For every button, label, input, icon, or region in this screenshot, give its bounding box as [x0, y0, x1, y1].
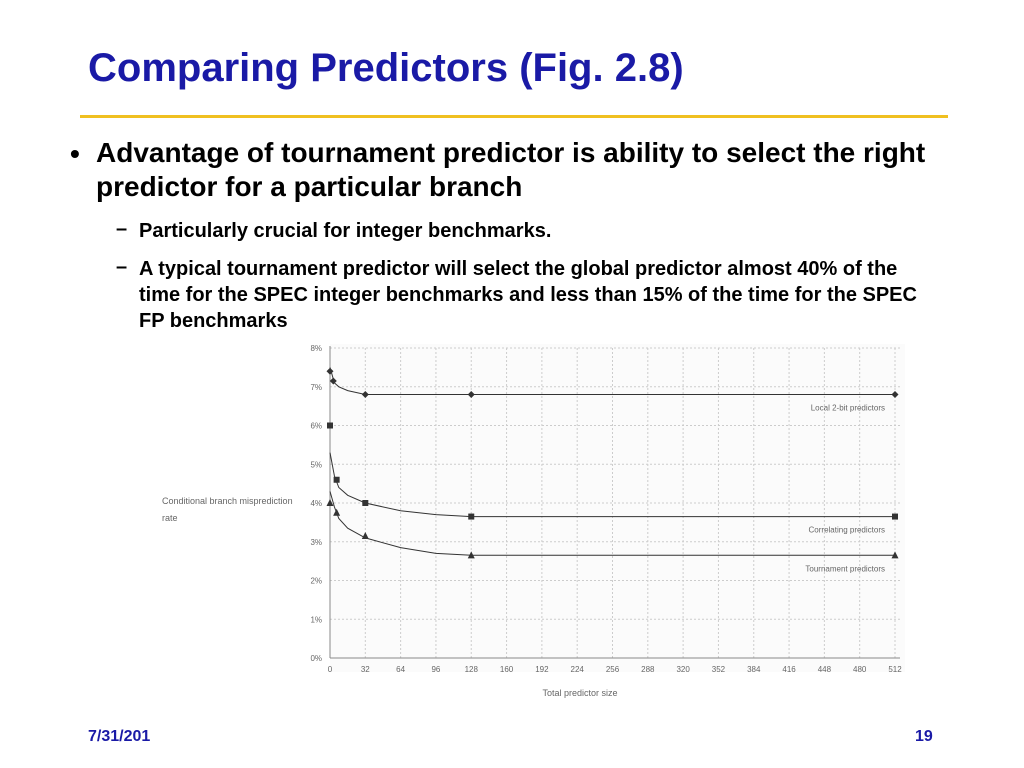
x-tick-label: 96: [431, 665, 440, 674]
y-tick-label: 0%: [310, 654, 322, 663]
series-markers: [326, 367, 899, 559]
triangle-marker: [891, 551, 899, 559]
x-tick-label: 32: [361, 665, 370, 674]
slide-title: Comparing Predictors (Fig. 2.8): [88, 46, 684, 90]
x-axis-label: Total predictor size: [542, 688, 617, 698]
series-labels: Local 2-bit predictors Correlating predic…: [805, 404, 885, 574]
x-tick-label: 512: [888, 665, 902, 674]
x-tick-label: 384: [747, 665, 761, 674]
x-tick-label: 288: [641, 665, 655, 674]
plot-area: [330, 344, 905, 672]
diamond-marker: [329, 377, 337, 385]
x-tick-label: 480: [853, 665, 867, 674]
diamond-marker: [891, 391, 899, 398]
triangle-marker: [361, 531, 369, 539]
square-marker: [468, 513, 475, 520]
triangle-marker: [467, 551, 475, 559]
series-label: Correlating predictors: [809, 526, 885, 535]
y-tick-label: 4%: [310, 499, 322, 508]
main-bullet: Advantage of tournament predictor is abi…: [96, 137, 926, 202]
triangle-marker: [333, 508, 341, 516]
series-label: Tournament predictors: [805, 564, 885, 573]
tick-labels: 0% 1% 2% 3% 4% 5% 6% 7% 8% 0 32 64 96 128 160 192 224 256…: [310, 344, 902, 674]
square-marker: [333, 476, 340, 483]
square-marker: [327, 422, 333, 429]
y-tick-label: 1%: [310, 615, 322, 624]
x-tick-label: 224: [571, 665, 585, 674]
title-rule: [80, 115, 948, 118]
bullet-marker: •: [70, 138, 80, 169]
sub-bullet-2: A typical tournament predictor will sele…: [139, 258, 917, 332]
square-marker: [362, 500, 369, 506]
x-tick-label: 416: [782, 665, 796, 674]
series-label: Local 2-bit predictors: [811, 404, 885, 413]
y-axis-label-line1: Conditional branch misprediction: [162, 496, 293, 506]
y-tick-label: 2%: [310, 577, 322, 586]
x-tick-label: 0: [328, 665, 333, 674]
diamond-marker: [326, 367, 334, 375]
y-tick-label: 6%: [310, 422, 322, 431]
x-tick-label: 352: [712, 665, 726, 674]
y-axis-label-line2: rate: [162, 513, 178, 523]
sub-bullet-marker: –: [116, 218, 128, 240]
x-tick-label: 192: [535, 665, 549, 674]
triangle-marker: [326, 499, 334, 506]
footer-date: 7/31/201: [88, 728, 151, 745]
x-tick-label: 448: [818, 665, 832, 674]
y-tick-label: 8%: [310, 344, 322, 353]
x-tick-label: 256: [606, 665, 620, 674]
y-tick-label: 3%: [310, 538, 322, 547]
sub-bullet-marker: –: [116, 256, 128, 278]
y-tick-label: 7%: [310, 383, 322, 392]
x-tick-label: 128: [465, 665, 479, 674]
square-marker: [892, 513, 898, 520]
page-number: 19: [915, 728, 933, 745]
y-tick-label: 5%: [310, 460, 322, 469]
diamond-marker: [361, 391, 369, 398]
sub-bullet-1: Particularly crucial for integer benchma…: [139, 220, 552, 242]
x-tick-label: 64: [396, 665, 405, 674]
diamond-marker: [467, 391, 475, 398]
x-tick-label: 160: [500, 665, 514, 674]
x-tick-label: 320: [676, 665, 690, 674]
misprediction-chart: 0% 1% 2% 3% 4% 5% 6% 7% 8% 0 32 64 96 128 160 192 224 256…: [162, 344, 905, 698]
